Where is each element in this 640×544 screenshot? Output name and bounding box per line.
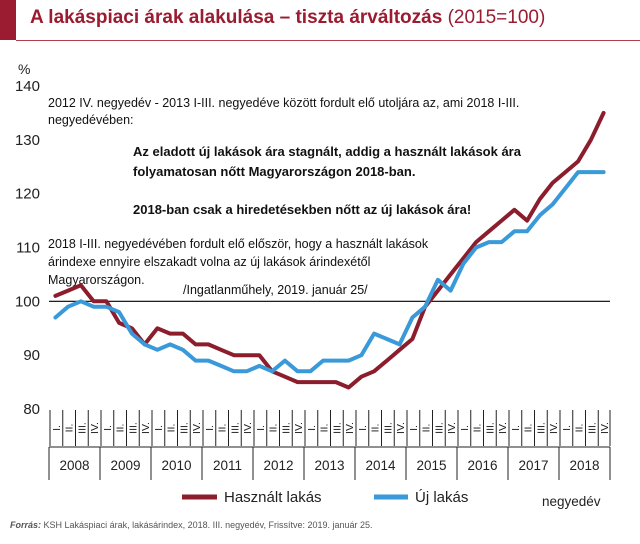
quarter-tick-label: IV. — [344, 422, 356, 434]
source-text: KSH Lakáspiaci árak, lakásárindex, 2018.… — [43, 520, 373, 530]
quarter-tick-label: II. — [64, 424, 76, 433]
year-label: 2011 — [213, 458, 242, 473]
quarter-tick-label: I. — [459, 425, 471, 431]
annotation-text: Az eladott új lakások ára stagnált, addi… — [133, 144, 522, 159]
quarter-tick-label: IV. — [446, 422, 458, 434]
quarter-tick-label: III. — [484, 422, 496, 434]
series-line-uj — [53, 170, 606, 374]
annotation-text: /Ingatlanműhely, 2019. január 25/ — [183, 283, 368, 297]
year-label: 2014 — [365, 458, 396, 473]
legend-label: Új lakás — [415, 489, 468, 506]
year-label: 2016 — [467, 458, 497, 473]
quarter-tick-label: I. — [306, 425, 318, 431]
quarter-tick-label: I. — [153, 425, 165, 431]
quarter-tick-label: IV. — [191, 422, 203, 434]
year-label: 2009 — [110, 458, 140, 473]
year-label: 2017 — [518, 458, 548, 473]
y-tick-label: 130 — [15, 132, 40, 149]
y-tick-label: 100 — [15, 293, 40, 310]
year-label: 2013 — [314, 458, 344, 473]
y-tick-label: 140 — [15, 78, 40, 95]
quarter-tick-label: II. — [319, 424, 331, 433]
quarter-tick-label: III. — [586, 422, 598, 434]
y-axis-label: % — [18, 61, 30, 77]
source-label: Forrás: — [10, 520, 42, 530]
chart-title: A lakáspiaci árak alakulása – tiszta árv… — [30, 7, 443, 28]
quarter-tick-label: III. — [229, 422, 241, 434]
annotation-text: negyedévében: — [48, 113, 134, 127]
quarter-tick-label: II. — [166, 424, 178, 433]
quarter-tick-label: II. — [217, 424, 229, 433]
quarter-tick-label: III. — [127, 422, 139, 434]
annotation-text: folyamatosan nőtt Magyarországon 2018-ba… — [133, 164, 415, 179]
year-label: 2012 — [263, 458, 293, 473]
title-divider — [16, 40, 640, 41]
quarter-tick-label: IV. — [89, 422, 101, 434]
quarter-tick-label: I. — [204, 425, 216, 431]
title-accent-bar — [0, 0, 16, 40]
annotation-text: 2018 I-III. negyedévében fordult elő elő… — [48, 237, 429, 251]
page-title: A lakáspiaci árak alakulása – tiszta árv… — [30, 7, 545, 29]
year-label: 2015 — [416, 458, 446, 473]
quarter-tick-label: III. — [178, 422, 190, 434]
y-tick-label: 110 — [16, 240, 40, 257]
quarter-tick-label: I. — [51, 425, 63, 431]
quarter-tick-label: I. — [102, 425, 114, 431]
quarter-tick-label: I. — [510, 425, 522, 431]
quarter-tick-label: III. — [433, 422, 445, 434]
quarter-tick-label: I. — [255, 425, 267, 431]
annotation-text: árindexe ennyire elszakadt volna az új l… — [48, 255, 370, 269]
annotation-text: 2018-ban csak a hiredetésekben nőtt az ú… — [133, 202, 471, 217]
quarter-tick-label: IV. — [548, 422, 560, 434]
quarter-tick-label: IV. — [599, 422, 611, 434]
quarter-tick-label: II. — [472, 424, 484, 433]
y-tick-label: 80 — [23, 401, 40, 418]
annotation-text: 2012 IV. negyedév - 2013 I-III. negyedév… — [48, 96, 519, 110]
quarter-tick-label: I. — [408, 425, 420, 431]
quarter-tick-label: III. — [382, 422, 394, 434]
annotation-text: Magyarországon. — [48, 273, 145, 287]
quarter-tick-label: IV. — [497, 422, 509, 434]
quarter-tick-label: II. — [421, 424, 433, 433]
chart-subtitle: (2015=100) — [447, 7, 546, 28]
quarter-tick-label: III. — [76, 422, 88, 434]
quarter-tick-label: II. — [115, 424, 127, 433]
year-label: 2010 — [161, 458, 191, 473]
legend-label: Használt lakás — [224, 489, 322, 506]
source-note: Forrás: KSH Lakáspiaci árak, lakásárinde… — [10, 520, 373, 530]
year-label: 2008 — [59, 458, 89, 473]
series-line-hasznalt — [53, 110, 606, 390]
quarter-tick-label: II. — [574, 424, 586, 433]
quarter-tick-label: IV. — [395, 422, 407, 434]
quarter-tick-label: IV. — [242, 422, 254, 434]
y-tick-label: 90 — [23, 347, 40, 364]
quarter-tick-label: II. — [268, 424, 280, 433]
quarter-tick-label: III. — [535, 422, 547, 434]
y-tick-label: 120 — [15, 186, 40, 203]
quarter-tick-label: I. — [357, 425, 369, 431]
quarter-tick-label: III. — [331, 422, 343, 434]
quarter-tick-label: III. — [280, 422, 292, 434]
year-label: 2018 — [569, 458, 599, 473]
quarter-tick-label: IV. — [293, 422, 305, 434]
quarter-tick-label: II. — [370, 424, 382, 433]
quarter-tick-label: IV. — [140, 422, 152, 434]
quarter-tick-label: II. — [523, 424, 535, 433]
legend-quarter-note: negyedév — [542, 494, 601, 509]
quarter-tick-label: I. — [561, 425, 573, 431]
